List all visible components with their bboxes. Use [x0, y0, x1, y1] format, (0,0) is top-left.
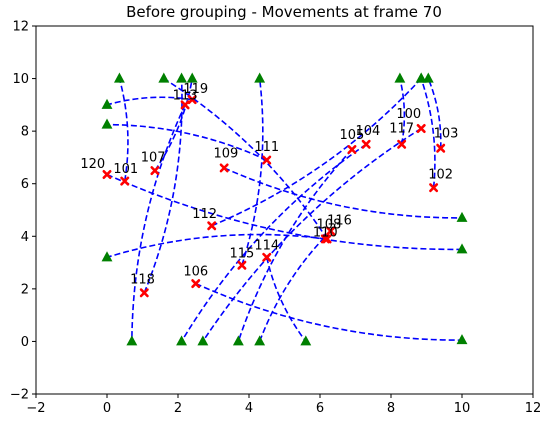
y-tick-label: −2 — [10, 388, 29, 403]
x-tick-label: 12 — [525, 401, 542, 416]
agent-label-109: 109 — [214, 146, 239, 161]
x-tick-label: 4 — [245, 401, 253, 416]
agent-label-119: 119 — [183, 82, 208, 97]
chart-title: Before grouping - Movements at frame 70 — [126, 3, 442, 21]
x-tick-label: 2 — [174, 401, 182, 416]
x-axis: −2 0 2 4 6 8 10 12 — [26, 394, 541, 416]
x-tick-label: 0 — [103, 401, 111, 416]
agent-label-114: 114 — [254, 238, 279, 253]
y-axis: −2 0 2 4 6 8 10 12 — [10, 20, 36, 403]
y-tick-label: 12 — [12, 20, 29, 35]
y-tick-label: 4 — [21, 230, 29, 245]
agent-label-101: 101 — [113, 162, 138, 177]
agent-label-116: 116 — [327, 213, 352, 228]
x-tick-label: 10 — [454, 401, 471, 416]
y-tick-label: 8 — [21, 125, 29, 140]
agent-label-111: 111 — [254, 140, 279, 155]
y-tick-label: 2 — [21, 282, 29, 297]
agent-label-100: 100 — [396, 107, 421, 122]
agent-label-107: 107 — [141, 150, 166, 165]
y-tick-label: 10 — [12, 72, 29, 87]
agent-label-120: 120 — [80, 157, 105, 172]
x-tick-label: 6 — [316, 401, 324, 416]
plot-area — [36, 26, 533, 394]
agent-label-106: 106 — [183, 265, 208, 280]
agent-label-103: 103 — [434, 127, 459, 142]
x-tick-label: 8 — [387, 401, 395, 416]
agent-label-105: 105 — [340, 128, 365, 143]
agent-label-118: 118 — [130, 273, 155, 288]
x-tick-label: −2 — [26, 401, 45, 416]
y-tick-label: 6 — [21, 177, 29, 192]
agent-label-117: 117 — [389, 121, 414, 136]
agent-label-112: 112 — [192, 207, 217, 222]
y-tick-label: 0 — [21, 335, 29, 350]
agent-label-102: 102 — [428, 167, 453, 182]
agent-label-115: 115 — [229, 246, 254, 261]
